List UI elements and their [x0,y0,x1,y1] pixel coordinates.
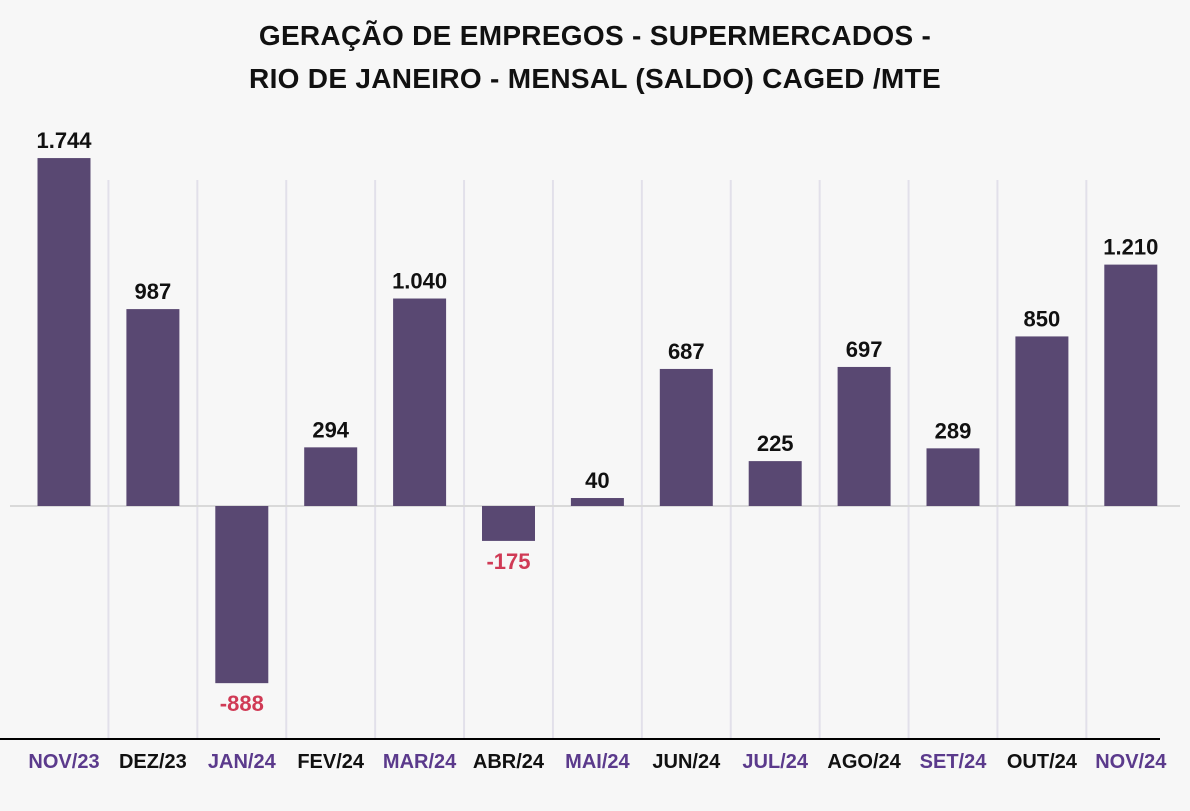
data-label: 1.744 [36,128,92,153]
x-tick-label: ABR/24 [473,751,545,773]
bar [393,298,447,506]
data-label: 294 [312,417,349,442]
bar [570,498,624,506]
x-tick-label: NOV/24 [1095,751,1167,773]
bar [482,506,535,541]
chart-title-line-1: GERAÇÃO DE EMPREGOS - SUPERMERCADOS - [258,20,932,51]
bar [659,368,713,506]
data-label: 1.210 [1103,235,1158,260]
chart-title-line-2: RIO DE JANEIRO - MENSAL (SALDO) CAGED /M… [249,63,941,94]
x-tick-label: JUN/24 [652,751,721,773]
x-tick-label: AGO/24 [827,751,901,773]
x-tick-label: MAR/24 [383,751,457,773]
bar [926,448,980,506]
bar [37,158,91,506]
x-tick-label: DEZ/23 [119,751,187,773]
x-tick-label: NOV/23 [28,751,99,773]
x-tick-label: MAI/24 [565,751,630,773]
data-label: 687 [668,339,705,364]
data-label: -888 [220,691,264,716]
data-label: 697 [846,337,883,362]
x-tick-label: OUT/24 [1007,751,1078,773]
bar [215,506,269,684]
data-label: -175 [486,549,530,574]
bar [837,366,891,506]
bar [1015,336,1069,506]
x-tick-label: JAN/24 [208,751,277,773]
data-label: 40 [585,468,609,493]
bar [304,447,358,506]
bar [1104,264,1158,506]
x-tick-label: SET/24 [920,751,988,773]
x-tick-label: FEV/24 [297,751,365,773]
bar [748,461,802,506]
data-label: 289 [935,418,972,443]
data-label: 987 [135,279,172,304]
data-label: 1.040 [392,269,447,294]
data-label: 850 [1024,306,1061,331]
bar [126,309,180,506]
x-tick-label: JUL/24 [742,751,808,773]
data-label: 225 [757,431,794,456]
